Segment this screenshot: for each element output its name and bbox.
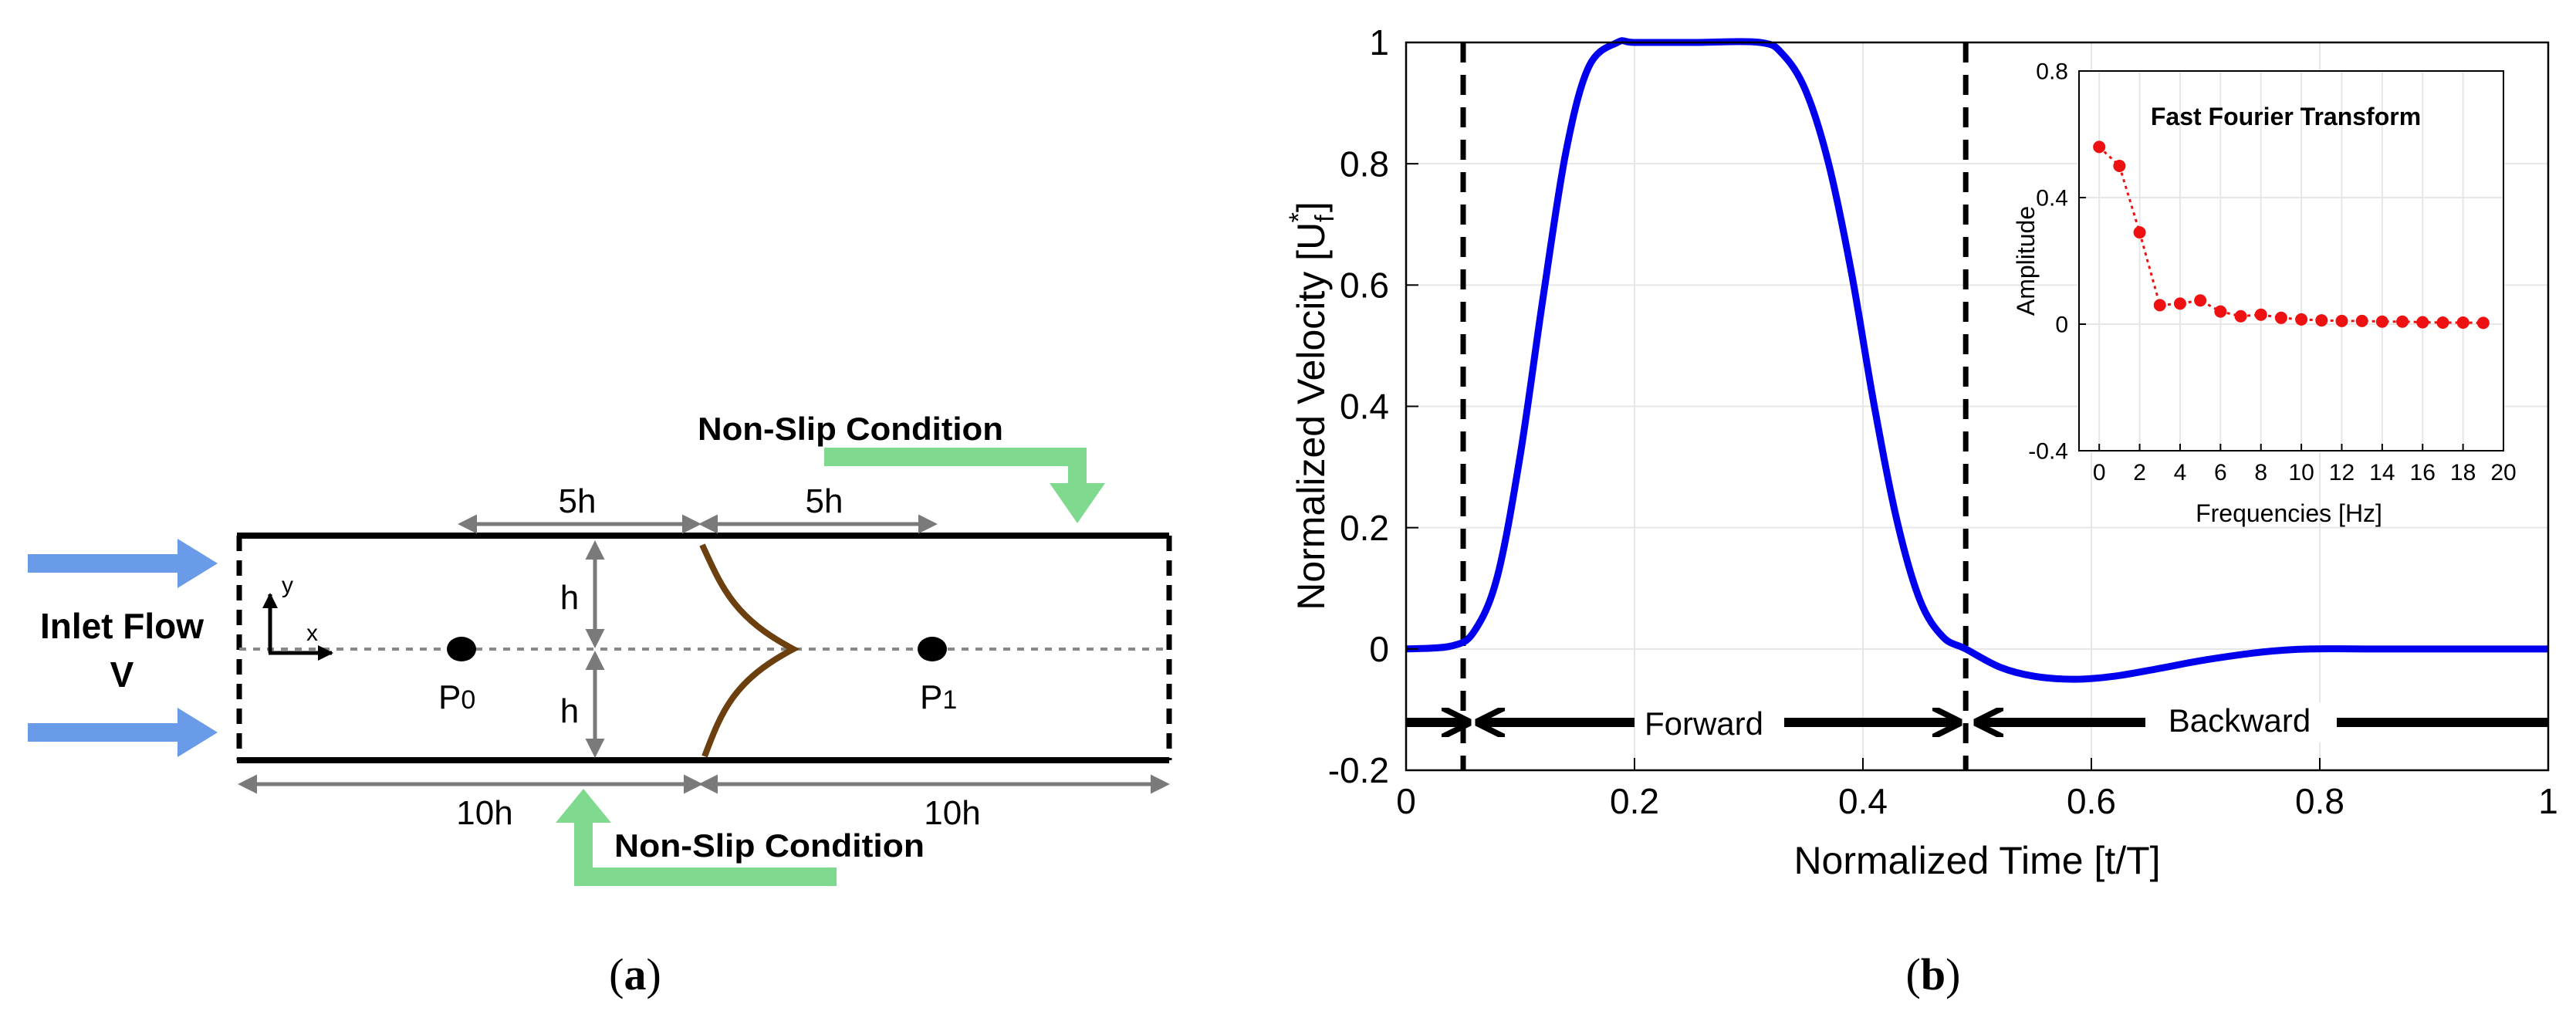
amplitude-point [2133, 226, 2146, 239]
y-tick-label: -0.2 [1328, 750, 1389, 790]
amplitude-point [2274, 311, 2287, 324]
velocity-line [1405, 37, 2548, 683]
forward-label: Forward [1645, 705, 1763, 742]
x-tick-label: 18 [2450, 460, 2476, 485]
x-tick-label: 1 [2538, 781, 2558, 821]
main-vlines [1460, 42, 1969, 770]
amplitude-point [2194, 294, 2207, 307]
x-tick-label: 0.4 [1838, 781, 1888, 821]
x-tick-label: 16 [2410, 460, 2436, 485]
amplitude-point [2173, 297, 2186, 310]
y-tick-label: -0.4 [2028, 439, 2068, 465]
dim-top-right-label: 5h [806, 482, 843, 520]
x-tick-label: 12 [2329, 460, 2355, 485]
fft-x-axis-title: Frequencies [Hz] [2196, 499, 2382, 527]
inlet-flow-label: Inlet Flow [40, 606, 204, 646]
x-tick-label: 14 [2369, 460, 2395, 485]
amplitude-point [2093, 140, 2106, 154]
panel-a: Inlet Flow V y x P0 P1 5h 5h h h 1 [28, 411, 1172, 999]
amplitude-point [2396, 315, 2409, 328]
bottom-condition-arrow [556, 789, 837, 886]
x-tick-label: 0 [1396, 781, 1416, 821]
main-ticks: 0 0.2 0.4 0.6 0.8 1-0.200.20.40.60.81 [1328, 22, 2558, 821]
backward-label: Backward [2169, 702, 2311, 739]
amplitude-point [2335, 314, 2348, 327]
probe-p0-label: P0 [438, 678, 475, 716]
probe-p1-marker [918, 637, 947, 661]
fft-plot-area [2079, 71, 2503, 451]
panel-b: Forward Backward 0 0.2 0.4 0.6 0.8 1-0.200.20… [1284, 22, 2558, 999]
fft-plot-frame [2078, 70, 2504, 452]
panel-a-label: (a) [609, 949, 661, 999]
probe-p0-marker [447, 637, 476, 661]
x-tick-label: 8 [2254, 460, 2267, 485]
fft-series [2093, 140, 2490, 330]
main-series [1405, 37, 2548, 683]
axis-y-label: y [282, 573, 293, 598]
x-tick-label: 2 [2133, 460, 2146, 485]
amplitude-point [2315, 314, 2328, 327]
y-tick-label: 0.2 [1340, 508, 1389, 548]
fft-y-axis-title: Amplitude [2012, 206, 2040, 316]
y-tick-label: 0.6 [1340, 265, 1389, 305]
dim-top-left-label: 5h [559, 482, 597, 520]
main-plot-frame [1405, 41, 2550, 772]
x-tick-label: 0.8 [2295, 781, 2344, 821]
main-y-axis-title: Normalized Velocity [Uf*] [1284, 201, 1340, 610]
amplitude-point [2456, 316, 2470, 329]
x-tick-label: 6 [2214, 460, 2227, 485]
main-annotations: Forward Backward [1406, 702, 2548, 742]
amplitude-point [2234, 309, 2247, 323]
x-tick-label: 4 [2174, 460, 2187, 485]
amplitude-point [2295, 313, 2308, 326]
dim-h-upper-label: h [560, 579, 579, 617]
y-tick-label: 1 [1369, 22, 1389, 63]
amplitude-point [2113, 160, 2126, 172]
amplitude-point [2375, 315, 2388, 328]
coordinate-axes [262, 593, 333, 661]
main-x-axis-title: Normalized Time [t/T] [1793, 839, 2160, 882]
y-tick-label: 0.8 [2036, 59, 2068, 85]
dim-bottom-left-label: 10h [456, 794, 512, 832]
inlet-arrow-upper [28, 539, 218, 588]
top-condition-label: Non-Slip Condition [698, 411, 1003, 447]
dim-bottom-right-label: 10h [924, 794, 980, 832]
inlet-arrow-lower [28, 708, 218, 757]
panel-b-label: (b) [1906, 949, 1961, 999]
x-tick-label: 0.2 [1610, 781, 1659, 821]
inlet-velocity-label: V [110, 654, 134, 695]
amplitude-point [2214, 305, 2227, 318]
fft-title: Fast Fourier Transform [2151, 103, 2421, 130]
amplitude-point [2476, 316, 2490, 330]
cilium-shape [699, 543, 800, 758]
amplitude-point [2254, 308, 2267, 321]
amplitude-point [2153, 299, 2166, 312]
x-tick-label: 0.6 [2067, 781, 2116, 821]
y-tick-label: 0.4 [2036, 186, 2068, 211]
y-tick-label: 0 [2055, 313, 2068, 338]
y-tick-label: 0 [1369, 629, 1389, 669]
bottom-condition-label: Non-Slip Condition [614, 827, 925, 864]
dim-h-lower-label: h [560, 692, 579, 730]
amplitude-point [2355, 314, 2368, 327]
x-tick-label: 10 [2288, 460, 2314, 485]
y-tick-label: 0.8 [1340, 144, 1389, 184]
amplitude-point [2436, 316, 2449, 329]
axis-x-label: x [306, 621, 318, 646]
x-tick-label: 0 [2093, 460, 2106, 485]
probe-p1-label: P1 [920, 678, 957, 716]
x-tick-label: 20 [2490, 460, 2516, 485]
amplitude-point [2416, 316, 2429, 329]
top-condition-arrow [824, 448, 1105, 523]
fft-ticks: 0 2 4 6 8 10 12 14 16 18 20 -0.4 0 0.4 0.8 [2028, 59, 2516, 486]
y-tick-label: 0.4 [1340, 387, 1389, 427]
fft-inset: 0 2 4 6 8 10 12 14 16 18 20 -0.4 0 0.4 0.8 Fast Fourie… [2012, 59, 2517, 528]
